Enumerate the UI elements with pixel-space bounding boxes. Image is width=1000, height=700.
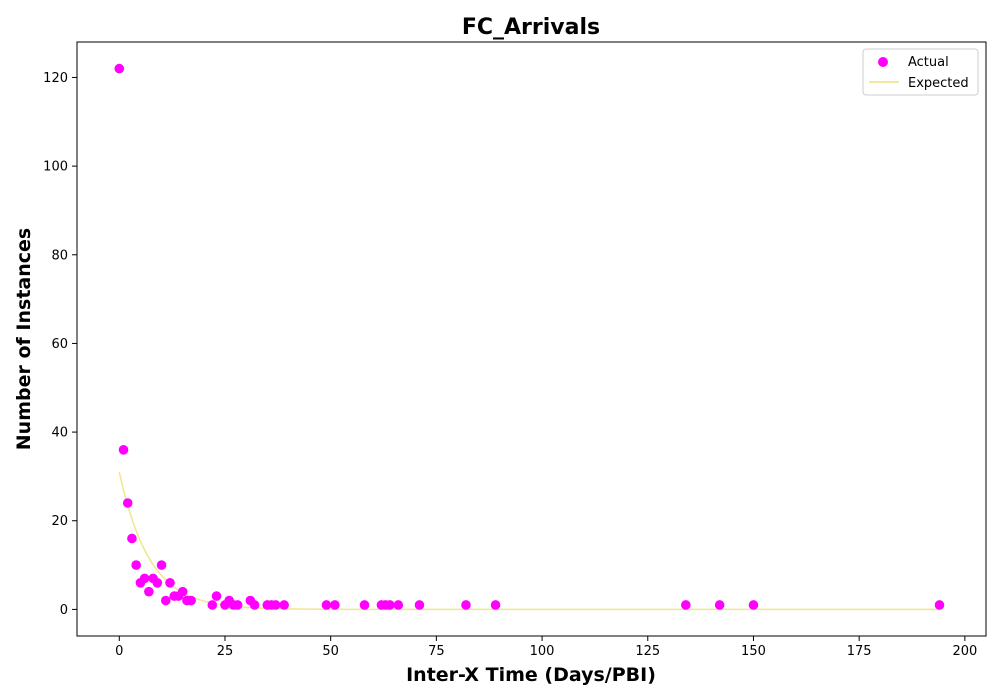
y-axis: 0 20 40 60 80 100 120: [43, 71, 77, 618]
legend-marker-actual: [878, 57, 888, 67]
actual-point-29: [279, 600, 289, 610]
y-tick-label-60: 60: [51, 337, 68, 352]
actual-point-31: [330, 600, 340, 610]
actual-point-30: [321, 600, 332, 610]
actual-point-11: [160, 595, 171, 606]
x-tick-label-25: 25: [217, 644, 234, 659]
x-tick-label-50: 50: [322, 644, 339, 659]
actual-point-40: [681, 600, 691, 610]
actual-point-2: [122, 498, 133, 508]
x-tick-label-75: 75: [428, 644, 445, 659]
actual-series: [114, 63, 945, 610]
actual-point-25: [249, 600, 260, 610]
y-tick-label-100: 100: [43, 160, 68, 175]
y-tick-label-40: 40: [51, 426, 68, 441]
actual-point-6: [139, 573, 150, 584]
actual-point-10: [156, 560, 167, 570]
x-tick-label-125: 125: [635, 644, 660, 659]
actual-point-41: [714, 600, 725, 610]
actual-point-35: [385, 600, 395, 610]
x-tick-label-175: 175: [847, 644, 872, 659]
actual-point-37: [414, 600, 425, 610]
x-axis-label: Inter-X Time (Days/PBI): [406, 664, 656, 686]
legend-label-expected: Expected: [908, 76, 969, 91]
x-tick-label-200: 200: [952, 644, 977, 659]
x-tick-label-100: 100: [530, 644, 555, 659]
actual-point-32: [359, 600, 370, 610]
x-axis: 0 25 50 75 100 125 150 175 200: [115, 636, 977, 659]
actual-point-42: [748, 600, 759, 610]
actual-point-43: [934, 600, 945, 610]
actual-point-39: [490, 600, 501, 610]
actual-point-9: [152, 578, 163, 588]
actual-point-17: [186, 595, 196, 606]
actual-point-15: [177, 586, 188, 597]
x-tick-label-150: 150: [741, 644, 766, 659]
actual-point-12: [165, 578, 175, 588]
x-tick-label-0: 0: [115, 644, 123, 659]
actual-point-38: [461, 600, 471, 610]
actual-point-36: [393, 600, 404, 610]
actual-point-7: [144, 586, 154, 597]
actual-point-0: [114, 63, 125, 74]
legend-label-actual: Actual: [908, 55, 949, 70]
y-axis-label: Number of Instances: [13, 228, 35, 450]
actual-point-18: [207, 600, 218, 610]
chart-title: FC_Arrivals: [462, 15, 600, 40]
y-tick-label-0: 0: [60, 603, 68, 618]
legend: Actual Expected: [862, 48, 979, 96]
plot-frame: [76, 41, 987, 637]
actual-point-28: [270, 600, 281, 610]
plot-area: [77, 42, 986, 636]
actual-point-1: [118, 445, 129, 455]
y-tick-label-20: 20: [51, 514, 68, 529]
y-tick-label-80: 80: [51, 248, 68, 263]
actual-point-19: [211, 591, 222, 601]
actual-point-3: [127, 533, 137, 544]
y-tick-label-120: 120: [43, 71, 68, 86]
actual-point-23: [232, 600, 243, 610]
legend-box: [862, 48, 979, 96]
actual-point-4: [131, 560, 141, 570]
